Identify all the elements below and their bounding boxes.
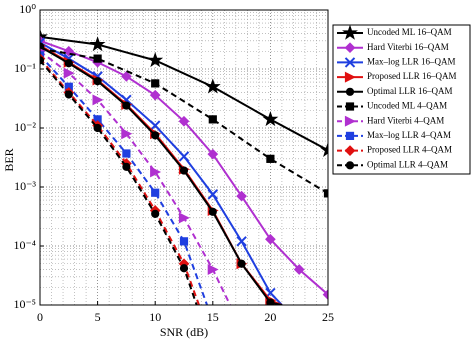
x-tick-label: 5: [95, 310, 101, 324]
legend-marker: [344, 71, 356, 83]
marker: [122, 149, 131, 158]
marker: [266, 298, 275, 305]
marker: [122, 162, 131, 171]
series-line: [40, 35, 328, 152]
marker: [93, 123, 102, 133]
x-tick-label: 10: [149, 310, 161, 324]
legend-marker: [344, 115, 356, 127]
marker: [63, 67, 75, 79]
legend-label: Optimal LLR 16–QAM: [367, 86, 453, 96]
legend-marker: [345, 102, 355, 111]
legend-label: Uncoded ML 16–QAM: [367, 27, 452, 37]
legend-marker: [344, 145, 356, 156]
marker: [40, 56, 45, 65]
x-tick-label: 20: [264, 310, 276, 324]
marker: [150, 166, 162, 178]
legend-label: Uncoded ML 4–QAM: [367, 101, 447, 111]
series-line: [40, 47, 328, 195]
legend-marker: [345, 87, 355, 96]
marker: [149, 120, 161, 131]
series-line: [40, 50, 231, 305]
marker: [265, 233, 276, 245]
marker: [322, 289, 328, 300]
x-tick-label: 25: [322, 310, 334, 324]
marker: [236, 236, 247, 247]
marker: [149, 89, 161, 101]
marker: [93, 54, 102, 63]
marker: [262, 111, 279, 127]
y-tick-label: 10⁻⁵: [13, 297, 36, 311]
plot-frame: [39, 9, 329, 306]
y-tick-label: 10⁻¹: [14, 61, 36, 75]
marker: [179, 166, 189, 175]
marker: [151, 209, 160, 218]
marker: [178, 212, 190, 224]
marker: [178, 115, 190, 127]
marker: [207, 189, 219, 200]
y-axis-label: BER: [2, 148, 16, 171]
y-tick-label: 10⁻²: [14, 120, 36, 134]
marker: [151, 188, 160, 197]
marker: [151, 79, 160, 88]
legend-label: Max–log LLR 4–QAM: [367, 130, 451, 140]
marker: [179, 237, 189, 246]
x-axis-label: SNR (dB): [160, 325, 208, 339]
marker: [178, 151, 190, 162]
legend-box: [332, 24, 471, 175]
legend-label: Hard Viterbi 16–QAM: [367, 42, 449, 52]
marker: [151, 131, 160, 140]
series-group: [40, 28, 328, 305]
marker: [208, 115, 217, 124]
legend-label: Proposed LLR 16–QAM: [367, 71, 457, 81]
legend-label: Proposed LLR 4–QAM: [367, 145, 452, 155]
legend-marker: [345, 161, 355, 170]
marker: [207, 148, 219, 160]
x-tick-label: 0: [37, 310, 43, 324]
marker: [147, 52, 164, 68]
y-tick-label: 10⁰: [19, 2, 36, 16]
legend-marker: [344, 42, 356, 54]
legend-label: Optimal LLR 4–QAM: [367, 159, 448, 169]
series-line: [40, 41, 283, 305]
x-tick-label: 15: [207, 310, 219, 324]
marker: [204, 78, 221, 94]
marker: [89, 36, 106, 52]
legend-marker: [344, 57, 356, 68]
marker: [40, 44, 45, 53]
legend: Uncoded ML 16–QAM Hard Viterbi 16–QAM Max–…: [332, 24, 471, 175]
y-tick-label: 10⁻³: [14, 179, 36, 193]
marker: [236, 190, 247, 202]
legend-label: Max–log LLR 16–QAM: [367, 56, 456, 66]
series-line: [40, 45, 283, 305]
marker: [93, 77, 102, 86]
marker: [179, 264, 189, 273]
marker: [64, 90, 73, 99]
marker: [323, 189, 328, 198]
marker: [266, 154, 275, 163]
legend-label: Hard Viterbi 4–QAM: [367, 115, 444, 125]
marker: [208, 207, 217, 216]
legend-marker: [345, 131, 355, 140]
legend-marker: [342, 24, 358, 40]
y-tick-label: 10⁻⁴: [13, 238, 36, 252]
marker: [64, 59, 73, 68]
marker: [207, 264, 219, 275]
marker: [122, 101, 131, 110]
marker: [237, 259, 246, 268]
marker: [92, 94, 104, 106]
marker: [121, 71, 132, 82]
marker: [293, 264, 305, 275]
marker: [320, 141, 328, 157]
marker: [121, 128, 133, 140]
